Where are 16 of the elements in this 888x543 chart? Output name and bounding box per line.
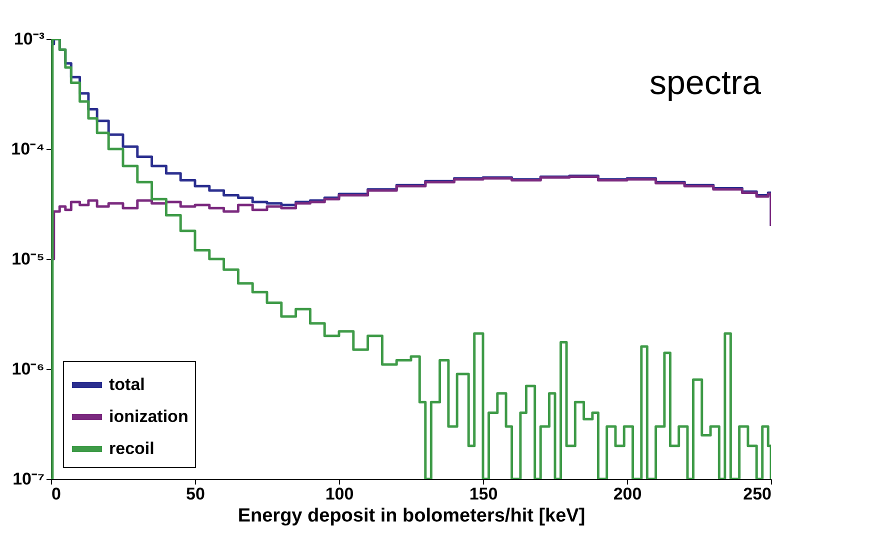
y-tick-label: 10⁻⁴ [11,140,44,158]
x-tick-label: 200 [613,484,642,504]
x-tick-label: 50 [186,484,205,504]
y-tick-label: 10⁻³ [14,30,45,48]
annotation: spectra [650,64,762,102]
x-tick-label: 150 [469,484,498,504]
y-tick-label: 10⁻⁵ [12,250,44,268]
x-tick-label: 100 [325,484,354,504]
legend-label: ionization [109,407,188,426]
y-tick-label: 10⁻⁶ [12,360,44,378]
legend-label: recoil [109,439,154,458]
x-tick-label: 0 [52,484,61,504]
legend-label: total [109,375,145,394]
x-tick-label: 250 [743,484,772,504]
x-axis-title: Energy deposit in bolometers/hit [keV] [238,506,586,526]
y-tick-label: 10⁻⁷ [12,470,44,488]
